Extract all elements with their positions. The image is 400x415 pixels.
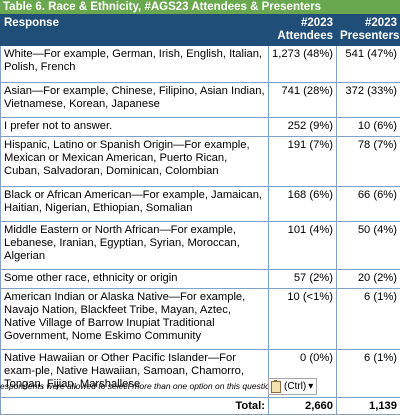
row-response: American Indian or Alaska Native—For exa… (1, 289, 269, 350)
total-row: Total: 2,660 1,139 (1, 398, 400, 415)
total-presenters: 1,139 (337, 398, 400, 415)
row-attendees: 57 (2%) (269, 270, 337, 289)
row-presenters: 6 (1%) (337, 350, 400, 398)
row-presenters: 20 (2%) (337, 270, 400, 289)
header-response: Response (1, 15, 269, 46)
table-title: Table 6. Race & Ethnicity, #AGS23 Attend… (0, 0, 400, 14)
row-attendees: 168 (6%) (269, 187, 337, 222)
row-presenters: 10 (6%) (337, 118, 400, 137)
total-attendees: 2,660 (269, 398, 337, 415)
row-response: White—For example, German, Irish, Englis… (1, 46, 269, 83)
table-row: Asian—For example, Chinese, Filipino, As… (1, 83, 400, 118)
table-row: White—For example, German, Irish, Englis… (1, 46, 400, 83)
row-presenters: 6 (1%) (337, 289, 400, 350)
row-response: Middle Eastern or North African—For exam… (1, 222, 269, 270)
row-presenters: 541 (47%) (337, 46, 400, 83)
row-attendees: 10 (<1%) (269, 289, 337, 350)
row-attendees: 101 (4%) (269, 222, 337, 270)
row-attendees: 252 (9%) (269, 118, 337, 137)
header-attendees-line2: Attendees (272, 30, 333, 43)
header-presenters-line2: Presenters (340, 30, 397, 43)
paste-options-label: (Ctrl) (284, 379, 306, 394)
row-response: Asian—For example, Chinese, Filipino, As… (1, 83, 269, 118)
row-presenters: 66 (6%) (337, 187, 400, 222)
race-ethnicity-table: Response #2023 Attendees #2023 Presenter… (0, 14, 400, 415)
clipboard-icon (271, 381, 281, 393)
paste-options-button[interactable]: (Ctrl) ▾ (268, 378, 317, 395)
row-presenters: 50 (4%) (337, 222, 400, 270)
total-label: Total: (1, 398, 269, 415)
header-row: Response #2023 Attendees #2023 Presenter… (1, 15, 400, 46)
row-attendees: 191 (7%) (269, 137, 337, 187)
table-row: Some other race, ethnicity or origin 57 … (1, 270, 400, 289)
table-row: Black or African American—For example, J… (1, 187, 400, 222)
header-presenters-line1: #2023 (340, 17, 397, 30)
row-presenters: 372 (33%) (337, 83, 400, 118)
row-response: Black or African American—For example, J… (1, 187, 269, 222)
footnote: espondents were allowed to select more t… (0, 381, 270, 391)
header-presenters: #2023 Presenters (337, 15, 400, 46)
row-attendees: 741 (28%) (269, 83, 337, 118)
chevron-down-icon: ▾ (308, 379, 313, 394)
header-attendees-line1: #2023 (272, 17, 333, 30)
table-row: Hispanic, Latino or Spanish Origin—For e… (1, 137, 400, 187)
table-row: American Indian or Alaska Native—For exa… (1, 289, 400, 350)
row-presenters: 78 (7%) (337, 137, 400, 187)
row-response: Some other race, ethnicity or origin (1, 270, 269, 289)
table-row: I prefer not to answer. 252 (9%) 10 (6%) (1, 118, 400, 137)
row-response: Hispanic, Latino or Spanish Origin—For e… (1, 137, 269, 187)
row-attendees: 1,273 (48%) (269, 46, 337, 83)
row-response: I prefer not to answer. (1, 118, 269, 137)
header-attendees: #2023 Attendees (269, 15, 337, 46)
table-row: Middle Eastern or North African—For exam… (1, 222, 400, 270)
